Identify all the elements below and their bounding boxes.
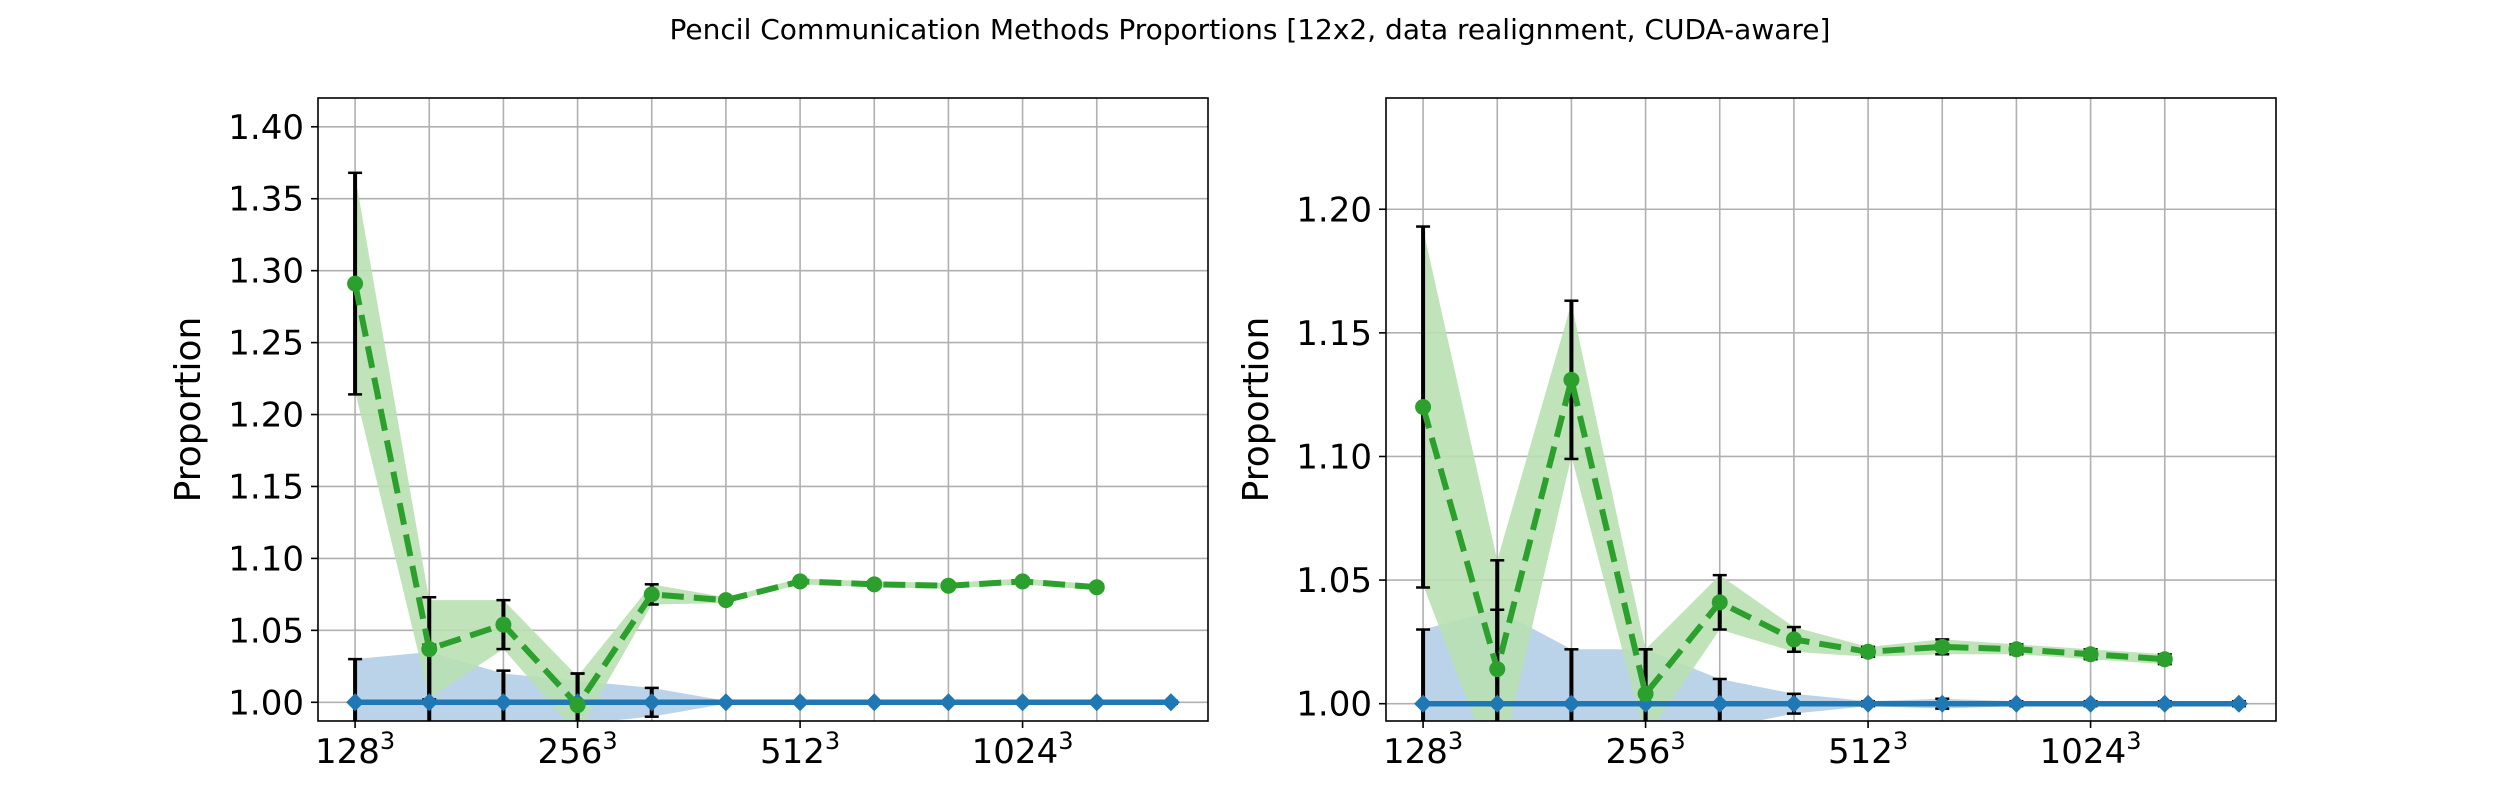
green-data-point [1711,594,1728,611]
blue-confidence-band [1423,609,2239,721]
y-tick-label: 1.20 [1296,190,1372,230]
y-tick-label: 1.40 [228,108,304,148]
green-data-point [495,616,512,633]
blue-data-point [791,693,810,712]
blue-data-point [1933,694,1952,713]
blue-data-point [494,693,513,712]
green-data-point [866,576,883,593]
blue-data-point [716,693,735,712]
y-tick-label: 1.20 [228,396,304,436]
blue-data-point [1414,694,1433,713]
green-data-point [792,573,809,590]
y-tick-label: 1.35 [228,180,304,220]
blue-data-point [420,693,439,712]
green-data-point [940,577,957,594]
green-data-point [1637,685,1654,702]
green-data-point [1785,631,1802,648]
green-data-point [1088,579,1105,596]
y-tick-label: 1.15 [1296,314,1372,354]
blue-data-point [642,693,661,712]
y-tick-label: 1.30 [228,252,304,292]
green-data-point [1415,399,1432,416]
green-data-point [569,697,586,714]
blue-data-point [1087,693,1106,712]
x-tick-label: 5123 [760,727,840,772]
y-tick-label: 1.05 [1296,561,1372,601]
blue-data-point [1859,694,1878,713]
green-data-point [347,275,364,292]
green-data-point [1489,661,1506,678]
y-tick-label: 1.25 [228,324,304,364]
green-data-point [1860,643,1877,660]
green-data-point [643,586,660,603]
blue-data-point [865,693,884,712]
green-data-point [421,641,438,658]
x-tick-label: 5123 [1828,727,1908,772]
blue-data-point [1784,694,1803,713]
green-data-point [2156,651,2173,668]
y-tick-label: 1.10 [228,539,304,579]
x-tick-label: 10243 [2040,727,2142,772]
plot-area [1414,225,2248,721]
blue-data-point [1161,693,1180,712]
x-tick-label: 10243 [972,727,1074,772]
blue-data-point [939,693,958,712]
plot-frame [1385,97,2277,722]
plot-area [346,171,1180,721]
blue-data-point [2155,694,2174,713]
blue-data-point [1013,693,1032,712]
y-tick-label: 1.15 [228,467,304,507]
y-tick-label: 1.05 [228,611,304,651]
blue-data-point [2081,694,2100,713]
blue-data-point [2007,694,2026,713]
x-tick-label: 1283 [315,727,395,772]
green-data-point [2008,641,2025,658]
green-data-point [1934,638,1951,655]
y-tick-label: 1.00 [228,683,304,723]
y-tick-label: 1.10 [1296,437,1372,477]
blue-data-point [1562,694,1581,713]
y-axis-label: Proportion [168,317,209,503]
green-data-point [1563,371,1580,388]
x-tick-label: 1283 [1383,727,1463,772]
green-data-point [1014,573,1031,590]
x-tick-label: 2563 [537,727,617,772]
green-confidence-band [355,175,1097,721]
blue-data-point [1710,694,1729,713]
left-subplot: 1.00 1.05 1.10 1.15 1.20 1.25 1.30 1.35 1.40 1283… [168,97,1209,772]
x-tick-label: 2563 [1605,727,1685,772]
green-data-point [717,592,734,609]
y-axis-label: Proportion [1236,317,1277,503]
right-subplot: 1.00 1.05 1.10 1.15 1.20 1283 2563 5123 10243 Pro… [1236,97,2277,772]
plot-frame [317,97,1209,722]
figure-title: Pencil Communication Methods Proportions… [670,13,1831,46]
blue-data-point [346,693,365,712]
y-tick-label: 1.00 [1296,685,1372,725]
green-data-point [2082,646,2099,663]
blue-data-point [2229,694,2248,713]
blue-data-point [1488,694,1507,713]
